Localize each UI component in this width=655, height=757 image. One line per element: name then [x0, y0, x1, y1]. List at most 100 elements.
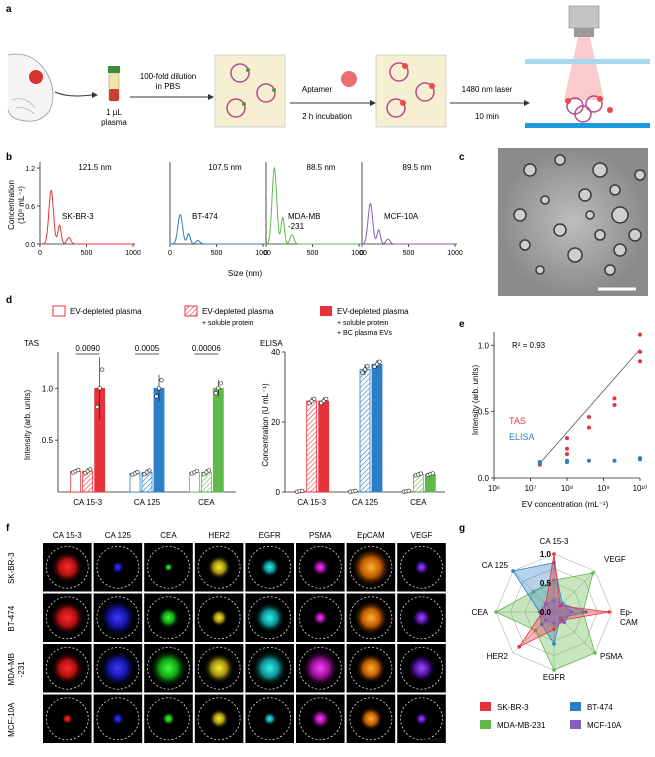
- ev-group-2: [386, 62, 435, 118]
- b-xtick-label: 0: [38, 250, 42, 257]
- f-spot: [207, 555, 232, 580]
- bar-point: [88, 467, 93, 472]
- b-xtick-label: 0: [264, 250, 268, 257]
- d-legend-3c: + BC plasma EVs: [337, 330, 393, 337]
- f-row-label: MDA-MB: [7, 653, 16, 685]
- d-legend-2: EV-depleted plasma: [202, 307, 274, 316]
- d-legend-1: EV-depleted plasma: [70, 307, 142, 316]
- bar-point: [159, 378, 164, 383]
- elisa-bar-chart: 0 20 40 CA 15-3 CA 125 CEA: [271, 348, 445, 507]
- bar-point: [374, 362, 380, 367]
- bar-ytick-label: 0.5: [42, 436, 54, 445]
- f-tile-outline: [349, 545, 393, 589]
- f-spot: [411, 607, 432, 628]
- e-point-tas: [638, 359, 642, 364]
- radar-legend-swatch: [480, 702, 491, 711]
- p-value-label: 0.0005: [135, 344, 160, 353]
- f-spot: [210, 608, 228, 627]
- radar-point: [552, 642, 556, 646]
- f-row-label: SK-BR-3: [7, 552, 16, 584]
- tem-vesicle: [594, 229, 606, 241]
- p-value-label: 0.00006: [192, 344, 221, 353]
- f-row-label-2: -231: [17, 661, 26, 678]
- tem-vesicle: [523, 163, 537, 177]
- e-point-tas: [612, 403, 617, 407]
- bar-point: [218, 381, 223, 386]
- f-tile-outline: [349, 697, 393, 741]
- radar-point: [517, 645, 521, 649]
- f-tile-outline: [400, 596, 443, 640]
- bar-2-2: [212, 387, 224, 493]
- radar-point: [569, 610, 574, 614]
- bar-1-2: [371, 363, 383, 493]
- bar-point: [76, 467, 81, 473]
- radar-point: [543, 601, 548, 606]
- aptamer-text: Aptamer: [302, 85, 333, 94]
- f-spot: [353, 600, 389, 636]
- panel-f-label: f: [6, 523, 10, 534]
- f-tile-outline: [400, 545, 443, 589]
- radar-axis-label: EGFR: [543, 673, 565, 682]
- tem-vesicle: [604, 264, 616, 276]
- f-tile-outline: [45, 697, 89, 741]
- bar-0-1: [306, 400, 318, 493]
- plasma-volume-text: 1 μL: [106, 108, 122, 117]
- f-spot: [99, 649, 137, 687]
- e-ytick-label: 0.5: [478, 408, 490, 417]
- f-tile-outline: [45, 646, 89, 690]
- legend-swatch-1: [52, 305, 66, 317]
- b-xtick-label: 1000: [125, 250, 141, 257]
- plasma-text: plasma: [101, 118, 127, 127]
- panel-g: g 0.0 0.5 1.0 CA 15-3 VEGF Ep- PSMA EGFR HER2 CEA…: [459, 523, 638, 730]
- radar-point: [562, 620, 567, 625]
- f-spot: [252, 650, 288, 686]
- b-ylabel: Concentration: [7, 180, 16, 230]
- radar-axis-label: HER2: [487, 652, 509, 661]
- panel-c: c: [459, 148, 648, 296]
- f-spot: [358, 706, 383, 731]
- radar-point: [552, 668, 556, 672]
- aptamer-icon: [341, 71, 357, 87]
- bar-point: [372, 364, 377, 369]
- elisa-title: ELISA: [260, 339, 283, 348]
- bar-point: [194, 468, 199, 474]
- arrow-incubation: [290, 100, 376, 106]
- b-peak-label: 107.5 nm: [208, 163, 242, 172]
- f-tile-outline: [147, 646, 190, 690]
- b-nta-plots: 0.0 0.6 1.2 0 500 1000 121.5 nm SK-BR-3 0 500 1000…: [25, 162, 463, 257]
- radar-point: [552, 552, 556, 556]
- b-curve-2: [265, 166, 359, 245]
- e-xtick-label: 10⁷: [525, 484, 537, 493]
- f-spot: [50, 550, 84, 584]
- b-peak-label: 88.5 nm: [307, 163, 336, 172]
- bar-ytick-label: 1.0: [42, 384, 54, 393]
- e-point-tas: [565, 436, 569, 441]
- panel-a: a 1 μL plasma 100-fold dilution in PBS: [6, 4, 650, 128]
- tem-vesicle: [553, 223, 567, 237]
- dilution-text: 100-fold dilution: [140, 72, 196, 81]
- f-spot: [203, 652, 235, 684]
- radar-point: [607, 610, 611, 614]
- bar-point: [418, 471, 423, 476]
- radar-point: [537, 610, 542, 614]
- tem-vesicle: [634, 169, 646, 181]
- bar-point: [312, 396, 317, 402]
- dilution-text-2: in PBS: [156, 82, 180, 91]
- fluorescence-grid: CA 15-3 CA 125 CEA HER2 EGFR PSMA EpCAM VEGF SK-…: [7, 531, 446, 743]
- f-tile-outline: [147, 596, 190, 640]
- b-sample-label: SK-BR-3: [62, 212, 94, 221]
- chamber-top: [525, 59, 650, 64]
- radar-point: [540, 610, 545, 614]
- radar-point: [539, 622, 544, 627]
- f-marker-label: CEA: [160, 531, 177, 540]
- laser-time-text: 10 min: [475, 112, 499, 121]
- elisa-ylabel: Concentration (U mL⁻¹): [261, 383, 270, 467]
- f-tile-outline: [147, 545, 190, 589]
- tas-ylabel: Intensity (arb. units): [23, 390, 32, 461]
- arrow-breast-to-tube: [54, 91, 98, 98]
- bar-category-label: CA 125: [134, 498, 161, 507]
- radar-legend-swatch: [570, 720, 581, 729]
- f-spot: [254, 602, 286, 634]
- sample-box-2: [375, 54, 447, 128]
- f-tile-outline: [400, 646, 443, 690]
